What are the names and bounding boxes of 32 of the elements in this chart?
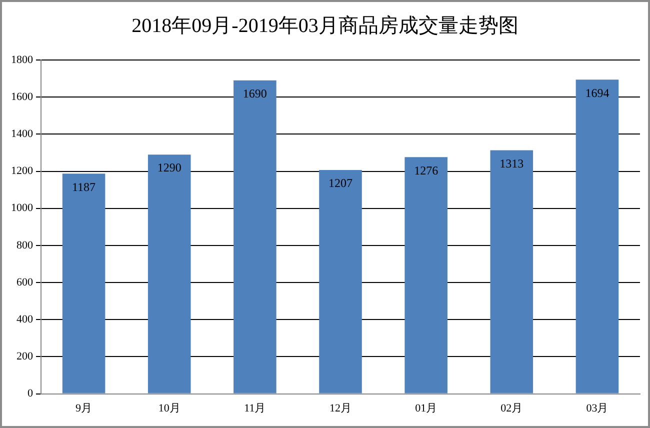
x-tick-label: 01月 [415, 402, 438, 414]
data-label: 1290 [157, 160, 182, 175]
x-tick-label: 10月 [158, 402, 180, 414]
data-label: 1207 [328, 176, 352, 190]
bar [490, 150, 534, 394]
y-tick-label: 1000 [11, 202, 34, 214]
y-tick-label: 400 [16, 314, 34, 326]
y-tick-label: 600 [16, 276, 34, 288]
y-tick-label: 1400 [11, 128, 34, 140]
x-tick-label: 9月 [76, 402, 92, 414]
data-label: 1694 [585, 86, 610, 100]
y-tick-label: 0 [28, 388, 34, 400]
data-label: 1313 [500, 156, 524, 170]
data-label: 1690 [242, 86, 267, 101]
data-label: 1276 [414, 163, 438, 178]
bar [62, 174, 106, 394]
y-tick-label: 1800 [11, 54, 34, 66]
bar [148, 154, 191, 394]
y-tick-label: 200 [16, 350, 34, 363]
bar [234, 80, 276, 394]
y-tick-label: 1200 [11, 165, 34, 178]
bar [576, 80, 619, 394]
bar [404, 157, 448, 394]
x-tick-label: 12月 [330, 402, 352, 414]
x-tick-label: 03月 [586, 402, 608, 414]
y-tick-label: 800 [16, 239, 34, 252]
y-tick-label: 1600 [11, 90, 34, 103]
data-label: 1187 [72, 180, 96, 194]
bar [319, 170, 362, 394]
x-tick-label: 02月 [500, 402, 523, 414]
x-tick-label: 11月 [244, 402, 266, 414]
chart-title: 2018年09月-2019年03月商品房成交量走势图 [130, 14, 520, 39]
